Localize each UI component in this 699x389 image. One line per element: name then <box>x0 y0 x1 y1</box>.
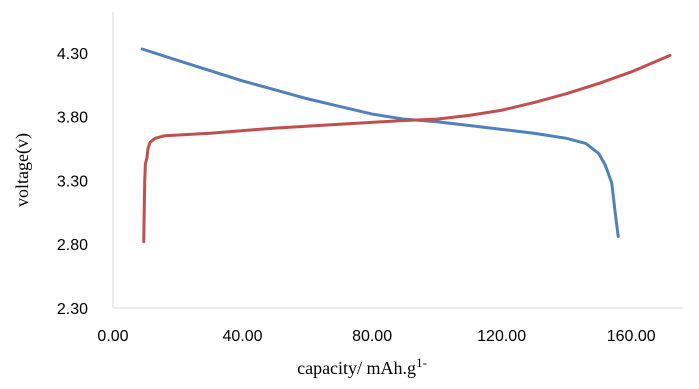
series-group <box>140 47 672 244</box>
x-axis-title-main: capacity/ mAh.g <box>297 358 416 378</box>
y-tick-label: 2.80 <box>57 237 88 254</box>
y-tick-label: 3.30 <box>57 173 88 190</box>
x-tick-label: 120.00 <box>477 328 526 345</box>
y-axis-title: voltage(v) <box>12 133 33 207</box>
y-tick-labels: 2.30 2.80 3.30 3.80 4.30 <box>57 46 88 318</box>
series-line-1 <box>140 47 620 239</box>
y-tick-label: 4.30 <box>57 46 88 63</box>
x-tick-label: 160.00 <box>607 328 656 345</box>
x-tick-labels: 0.00 40.00 80.00 120.00 160.00 <box>97 328 655 345</box>
y-tick-label: 3.80 <box>57 110 88 127</box>
series-line-2 <box>142 53 672 244</box>
x-tick-label: 80.00 <box>352 328 392 345</box>
y-tick-label: 2.30 <box>57 301 88 318</box>
x-axis-title-superscript: 1- <box>416 355 427 370</box>
x-tick-label: 0.00 <box>97 328 128 345</box>
x-tick-label: 40.00 <box>223 328 263 345</box>
x-axis-title: capacity/ mAh.g1- <box>297 355 427 379</box>
